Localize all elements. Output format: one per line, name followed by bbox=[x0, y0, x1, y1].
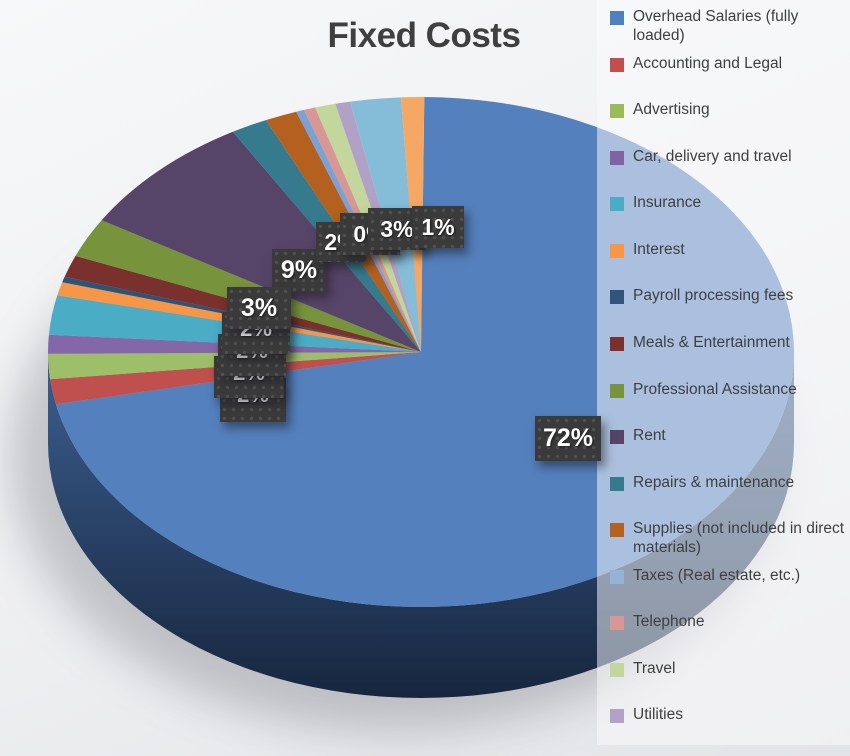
data-label[interactable]: 1% bbox=[412, 206, 464, 248]
legend-item[interactable]: Insurance bbox=[597, 186, 850, 233]
legend-item[interactable]: Taxes (Real estate, etc.) bbox=[597, 559, 850, 606]
legend-swatch bbox=[610, 197, 624, 212]
legend-label: Professional Assistance bbox=[633, 380, 797, 398]
legend-swatch bbox=[610, 57, 624, 72]
legend-item[interactable]: Repairs & maintenance bbox=[597, 466, 850, 513]
legend-label: Rent bbox=[633, 427, 666, 445]
legend-swatch bbox=[610, 383, 624, 398]
legend-item[interactable]: Travel bbox=[597, 652, 850, 699]
legend-label: Payroll processing fees bbox=[633, 287, 794, 305]
legend-label: Interest bbox=[633, 240, 685, 258]
legend-label: Car, delivery and travel bbox=[633, 147, 792, 165]
legend-label: Supplies (not included in direct materia… bbox=[633, 520, 845, 557]
legend-swatch bbox=[610, 616, 624, 631]
legend-item[interactable]: Overhead Salaries (fully loaded) bbox=[597, 0, 850, 47]
legend-label: Travel bbox=[633, 659, 676, 677]
legend-label: Utilities bbox=[633, 706, 683, 724]
legend-label: Insurance bbox=[633, 194, 702, 212]
legend-item[interactable]: Professional Assistance bbox=[597, 373, 850, 420]
legend-item[interactable]: Payroll processing fees bbox=[597, 279, 850, 326]
legend-swatch bbox=[610, 336, 624, 351]
legend-label: Accounting and Legal bbox=[633, 54, 783, 72]
chart-legend: Overhead Salaries (fully loaded) Accounti… bbox=[597, 0, 850, 745]
legend-item[interactable]: Advertising bbox=[597, 93, 850, 140]
legend-swatch bbox=[610, 476, 624, 491]
legend-swatch bbox=[610, 243, 624, 258]
legend-label: Repairs & maintenance bbox=[633, 473, 795, 491]
legend-label: Meals & Entertainment bbox=[633, 333, 790, 351]
legend-swatch bbox=[610, 104, 624, 119]
legend-swatch bbox=[610, 709, 624, 724]
pie-slice-9[interactable] bbox=[101, 131, 421, 352]
legend-item[interactable]: Meals & Entertainment bbox=[597, 326, 850, 373]
legend-item[interactable]: Supplies (not included in direct materia… bbox=[597, 512, 850, 559]
legend-swatch bbox=[610, 662, 624, 677]
legend-label: Overhead Salaries (fully loaded) bbox=[633, 8, 799, 44]
legend-swatch bbox=[610, 11, 624, 25]
data-label[interactable]: 3% bbox=[227, 287, 291, 329]
legend-swatch bbox=[610, 569, 624, 584]
data-label[interactable]: 72% bbox=[535, 416, 601, 461]
legend-item[interactable]: Rent bbox=[597, 419, 850, 466]
legend-swatch bbox=[610, 523, 624, 538]
legend-item[interactable]: Utilities bbox=[597, 698, 850, 745]
legend-label: Telephone bbox=[633, 613, 705, 631]
legend-label: Taxes (Real estate, etc.) bbox=[633, 566, 801, 584]
pie-slice-8[interactable] bbox=[75, 220, 422, 352]
chart-title[interactable]: Fixed Costs bbox=[327, 16, 521, 55]
legend-item[interactable]: Interest bbox=[597, 233, 850, 280]
legend-swatch bbox=[610, 290, 624, 305]
legend-item[interactable]: Telephone bbox=[597, 605, 850, 652]
legend-swatch bbox=[610, 430, 624, 445]
legend-label: Advertising bbox=[633, 101, 710, 119]
legend-item[interactable]: Car, delivery and travel bbox=[597, 140, 850, 187]
legend-swatch bbox=[610, 150, 624, 165]
legend-item[interactable]: Accounting and Legal bbox=[597, 47, 850, 94]
